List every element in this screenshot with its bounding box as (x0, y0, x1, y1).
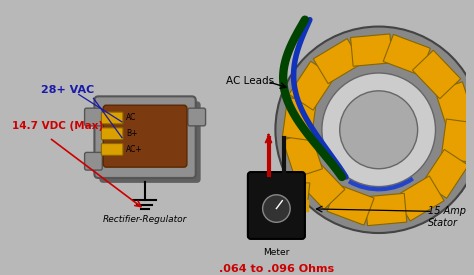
Text: AC+: AC+ (126, 145, 143, 154)
Text: AC Leads: AC Leads (226, 76, 274, 86)
Polygon shape (327, 184, 374, 225)
FancyBboxPatch shape (84, 108, 102, 126)
Text: Rectifier-Regulator: Rectifier-Regulator (103, 215, 187, 224)
Polygon shape (283, 98, 316, 141)
Circle shape (340, 91, 418, 169)
Polygon shape (283, 131, 322, 178)
FancyBboxPatch shape (101, 144, 123, 155)
Polygon shape (289, 61, 335, 110)
Polygon shape (278, 179, 292, 197)
Polygon shape (365, 193, 407, 226)
Polygon shape (351, 34, 392, 66)
Circle shape (275, 27, 474, 233)
FancyBboxPatch shape (248, 172, 305, 239)
FancyBboxPatch shape (101, 128, 123, 140)
FancyBboxPatch shape (84, 152, 102, 170)
FancyBboxPatch shape (94, 96, 196, 178)
Circle shape (275, 27, 474, 233)
Text: 28+ VAC: 28+ VAC (41, 86, 94, 95)
Text: B+: B+ (126, 129, 137, 138)
Polygon shape (383, 34, 430, 75)
Circle shape (322, 73, 436, 186)
Circle shape (263, 195, 290, 222)
Circle shape (278, 29, 474, 233)
Text: 14.7 VDC (Max): 14.7 VDC (Max) (12, 121, 103, 131)
Text: AC: AC (126, 114, 137, 122)
Polygon shape (412, 50, 461, 99)
Polygon shape (297, 161, 345, 209)
FancyBboxPatch shape (100, 101, 201, 183)
Polygon shape (313, 39, 362, 84)
Polygon shape (435, 82, 474, 128)
Polygon shape (441, 119, 474, 162)
Circle shape (281, 32, 474, 232)
Text: 15 Amp
Stator: 15 Amp Stator (428, 207, 466, 228)
Polygon shape (422, 149, 468, 198)
Polygon shape (296, 183, 310, 200)
FancyBboxPatch shape (188, 108, 206, 126)
Circle shape (280, 31, 474, 232)
Polygon shape (395, 176, 444, 221)
Circle shape (277, 28, 474, 233)
Text: .064 to .096 Ohms: .064 to .096 Ohms (219, 263, 334, 274)
Text: Meter: Meter (263, 248, 290, 257)
FancyBboxPatch shape (101, 112, 123, 124)
FancyBboxPatch shape (103, 105, 187, 167)
